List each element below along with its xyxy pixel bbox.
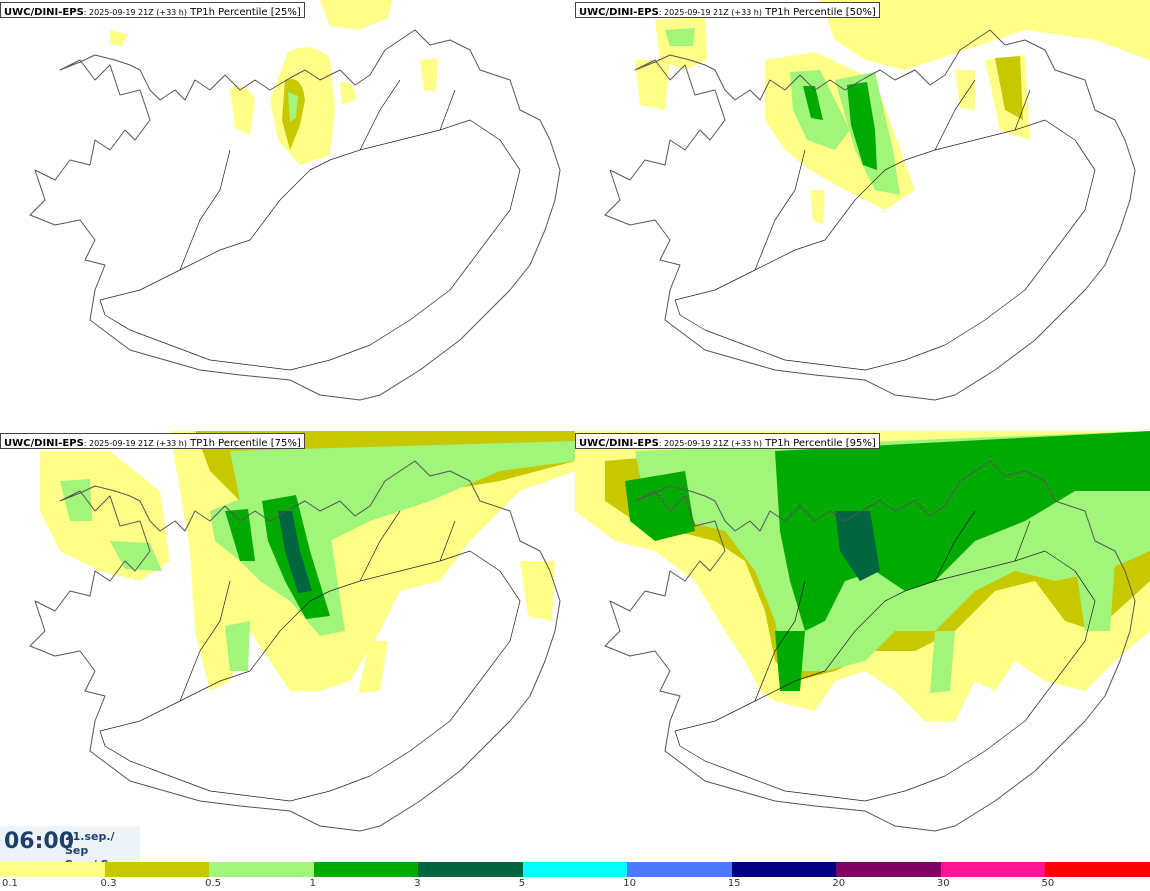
legend-label: 1 — [309, 878, 316, 889]
precip-map-p75 — [29, 431, 575, 832]
panel-title: UWC/DINI-EPS: 2025-09-19 21Z (+33 h) TP1… — [0, 2, 305, 18]
variable-label: TP1h Percentile [75%] — [186, 438, 301, 449]
variable-label: TP1h Percentile [25%] — [186, 7, 301, 18]
panel-title: UWC/DINI-EPS: 2025-09-19 21Z (+33 h) TP1… — [575, 2, 880, 18]
model-name: UWC/DINI-EPS — [579, 438, 659, 449]
legend-label: 20 — [832, 878, 846, 889]
legend-label: 0.1 — [2, 878, 18, 889]
legend-label: 30 — [936, 878, 950, 889]
legend-swatch — [1045, 862, 1150, 877]
run-info: : 2025-09-19 21Z (+33 h) — [658, 439, 762, 448]
legend-swatch — [104, 862, 210, 877]
panel-title: UWC/DINI-EPS: 2025-09-19 21Z (+33 h) TP1… — [575, 433, 880, 449]
precip-map-p95 — [575, 431, 1150, 832]
legend-swatch — [209, 862, 315, 877]
panel-title: UWC/DINI-EPS: 2025-09-19 21Z (+33 h) TP1… — [0, 433, 305, 449]
precip-shading — [635, 0, 1150, 225]
legend-label: 0.5 — [205, 878, 221, 889]
legend-label: 3 — [414, 878, 421, 889]
precip-shading — [40, 431, 575, 693]
legend-swatch — [418, 862, 524, 877]
legend-swatch — [940, 862, 1046, 877]
run-info: : 2025-09-19 21Z (+33 h) — [83, 439, 187, 448]
legend-label: 15 — [727, 878, 741, 889]
valid-date: 21.sep./ Sep — [65, 830, 115, 857]
valid-time-box: 06:00 21.sep./ Sep Sun./ Sun — [0, 826, 140, 871]
map-panel-p25: UWC/DINI-EPS: 2025-09-19 21Z (+33 h) TP1… — [0, 0, 575, 431]
legend-label: 50 — [1041, 878, 1055, 889]
precip-legend: 0.1 0.3 0.5 1 3 5 10 15 20 30 50 — [0, 862, 1150, 891]
legend-swatch — [627, 862, 733, 877]
model-name: UWC/DINI-EPS — [4, 438, 84, 449]
valid-time-clock: 06:00 — [4, 829, 75, 854]
legend-swatch — [731, 862, 837, 877]
run-info: : 2025-09-19 21Z (+33 h) — [658, 8, 762, 17]
legend-swatch — [0, 862, 106, 877]
map-panel-p75: UWC/DINI-EPS: 2025-09-19 21Z (+33 h) TP1… — [0, 431, 575, 862]
run-info: : 2025-09-19 21Z (+33 h) — [83, 8, 187, 17]
model-name: UWC/DINI-EPS — [579, 7, 659, 18]
model-name: UWC/DINI-EPS — [4, 7, 84, 18]
precip-map-p25 — [29, 0, 561, 401]
map-panel-p50: UWC/DINI-EPS: 2025-09-19 21Z (+33 h) TP1… — [575, 0, 1150, 431]
precip-map-p50 — [604, 0, 1150, 401]
legend-swatch — [313, 862, 419, 877]
legend-label: 0.3 — [100, 878, 117, 889]
legend-swatch — [836, 862, 942, 877]
variable-label: TP1h Percentile [95%] — [761, 438, 876, 449]
legend-label: 10 — [623, 878, 636, 889]
precip-shading — [575, 431, 1150, 721]
precip-shading — [110, 0, 438, 166]
variable-label: TP1h Percentile [50%] — [761, 7, 876, 18]
legend-swatch — [522, 862, 628, 877]
map-panel-p95: UWC/DINI-EPS: 2025-09-19 21Z (+33 h) TP1… — [575, 431, 1150, 862]
legend-label: 5 — [518, 878, 526, 889]
